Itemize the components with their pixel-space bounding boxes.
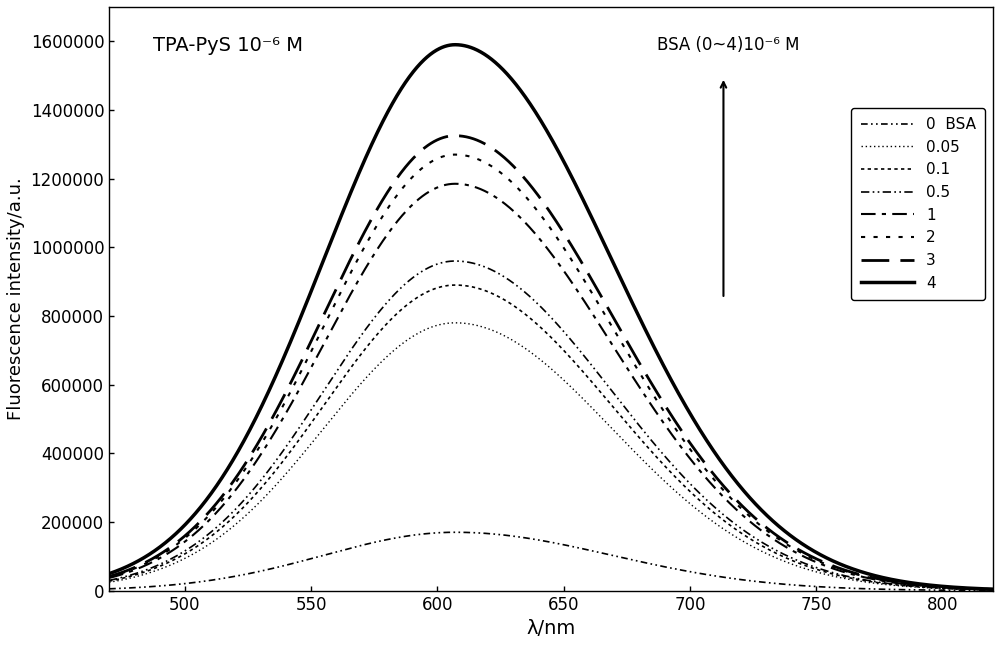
- 1: [449, 180, 461, 188]
- 0.05: [987, 586, 999, 594]
- 3: [962, 584, 974, 592]
- 2: [449, 151, 461, 159]
- 2: [533, 210, 545, 217]
- 3: [510, 165, 522, 173]
- 0.5: [533, 302, 545, 310]
- 4: [533, 114, 545, 122]
- 0.1: [449, 281, 461, 289]
- 0  BSA: [961, 586, 973, 594]
- 0  BSA: [449, 528, 461, 536]
- 0.05: [961, 586, 973, 593]
- 0.05: [800, 565, 812, 573]
- Line: 4: 4: [109, 45, 993, 589]
- Text: TPA-PyS 10⁻⁶ M: TPA-PyS 10⁻⁶ M: [153, 36, 303, 55]
- 1: [987, 586, 999, 593]
- 4: [962, 584, 974, 592]
- 1: [961, 585, 973, 593]
- 0.5: [962, 585, 974, 593]
- 2: [148, 555, 160, 563]
- 0.5: [449, 257, 461, 265]
- 4: [800, 542, 812, 550]
- 4: [449, 41, 461, 48]
- 0  BSA: [148, 582, 160, 590]
- 0.1: [961, 585, 973, 593]
- 0.5: [800, 560, 812, 568]
- 1: [103, 574, 115, 582]
- 1: [800, 553, 812, 561]
- 2: [103, 573, 115, 581]
- 0.1: [510, 303, 522, 311]
- 2: [987, 586, 999, 593]
- 0.1: [148, 564, 160, 572]
- 0.05: [103, 579, 115, 586]
- 3: [148, 554, 160, 562]
- Line: 2: 2: [109, 155, 993, 590]
- 1: [510, 210, 522, 217]
- 0.1: [800, 562, 812, 570]
- 1: [533, 235, 545, 243]
- 3: [961, 584, 973, 592]
- 4: [148, 547, 160, 555]
- 0.05: [962, 586, 974, 593]
- 2: [961, 585, 973, 593]
- Line: 0.1: 0.1: [109, 285, 993, 590]
- 4: [510, 81, 522, 88]
- 0  BSA: [533, 536, 545, 544]
- Text: BSA (0~4)10⁻⁶ M: BSA (0~4)10⁻⁶ M: [657, 36, 800, 54]
- 0.05: [148, 568, 160, 575]
- 0.5: [103, 577, 115, 584]
- 4: [987, 585, 999, 593]
- Y-axis label: Fluorescence intensity/a.u.: Fluorescence intensity/a.u.: [7, 177, 25, 420]
- 0.05: [449, 319, 461, 327]
- Legend: 0  BSA, 0.05, 0.1, 0.5, 1, 2, 3, 4: 0 BSA, 0.05, 0.1, 0.5, 1, 2, 3, 4: [851, 108, 985, 300]
- 1: [148, 557, 160, 565]
- 0.5: [148, 563, 160, 571]
- Line: 0.5: 0.5: [109, 261, 993, 590]
- Line: 0  BSA: 0 BSA: [109, 532, 993, 590]
- 0  BSA: [987, 586, 999, 594]
- 0.5: [510, 281, 522, 289]
- 0.1: [987, 586, 999, 593]
- 3: [800, 550, 812, 557]
- 0  BSA: [800, 582, 812, 590]
- 0.05: [510, 339, 522, 346]
- 0.05: [533, 355, 545, 362]
- 3: [449, 132, 461, 139]
- 4: [103, 570, 115, 577]
- 0.1: [962, 585, 974, 593]
- 2: [800, 551, 812, 559]
- Line: 1: 1: [109, 184, 993, 590]
- 2: [962, 585, 974, 593]
- 1: [962, 585, 974, 593]
- Line: 3: 3: [109, 135, 993, 590]
- 0.1: [533, 322, 545, 330]
- 3: [533, 193, 545, 201]
- 0.5: [961, 585, 973, 593]
- 2: [510, 183, 522, 190]
- 0.1: [103, 577, 115, 585]
- 0  BSA: [103, 585, 115, 593]
- 3: [987, 586, 999, 593]
- 0  BSA: [962, 586, 974, 594]
- Line: 0.05: 0.05: [109, 323, 993, 590]
- 0.5: [987, 586, 999, 593]
- 0  BSA: [510, 533, 522, 541]
- X-axis label: λ/nm: λ/nm: [526, 619, 576, 638]
- 4: [961, 584, 973, 592]
- 3: [103, 573, 115, 580]
